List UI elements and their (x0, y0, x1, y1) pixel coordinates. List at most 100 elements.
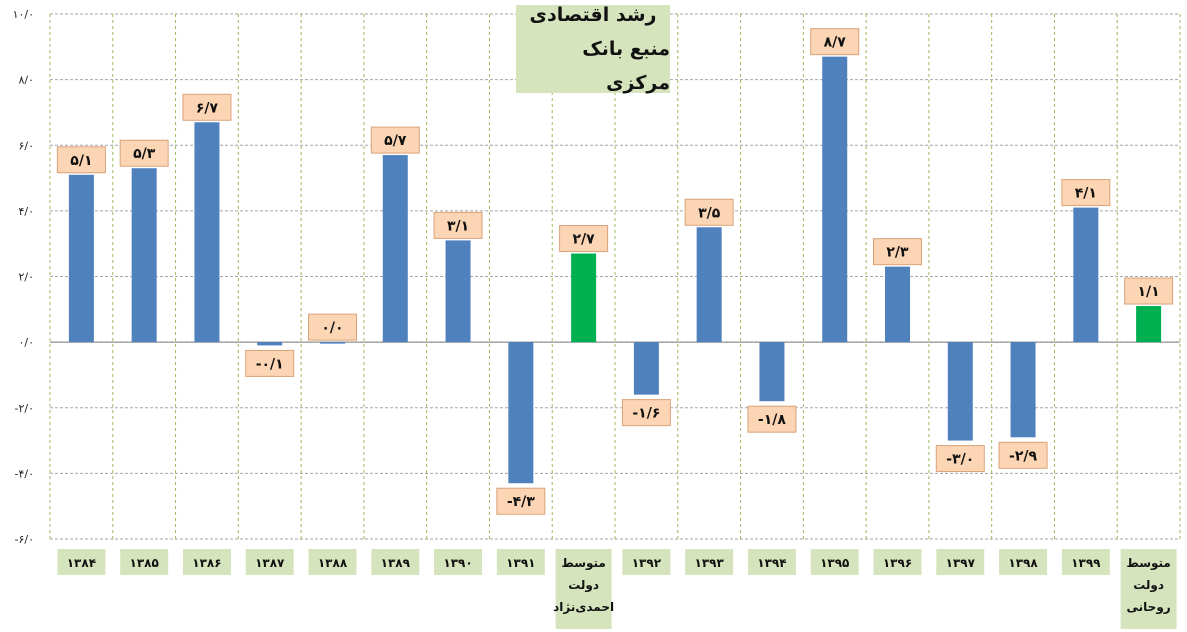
bar (1010, 342, 1036, 438)
y-tick-label: -۶/۰ (15, 533, 35, 546)
data-label-box (245, 349, 295, 377)
data-label: -۱/۶ (632, 406, 660, 422)
bar (445, 240, 471, 343)
data-label: -۲/۹ (1009, 448, 1037, 464)
data-label-box (747, 405, 797, 433)
bar (194, 122, 220, 343)
category-label: ۱۳۸۸ (318, 556, 348, 570)
category-label: دولت (568, 578, 599, 593)
category-label-box (1061, 549, 1110, 575)
bar (382, 155, 408, 343)
data-label: ۵/۱ (70, 153, 92, 169)
data-label-box (1124, 277, 1174, 305)
category-label: ۱۳۹۲ (632, 556, 662, 570)
category-label: ۱۳۸۶ (192, 556, 221, 570)
category-label: متوسط (561, 556, 606, 571)
y-tick-label: ۶/۰ (18, 139, 34, 152)
bar (571, 253, 597, 343)
category-label: ۱۳۹۷ (946, 556, 976, 570)
category-label: ۱۳۸۵ (130, 556, 159, 570)
category-label-box (999, 549, 1048, 575)
data-label-box (873, 238, 922, 266)
y-tick-label: -۲/۰ (15, 402, 35, 415)
category-label: احمدی‌نژاد (553, 600, 614, 614)
data-label-box (684, 198, 734, 226)
data-label-box (559, 225, 609, 253)
category-label: ۱۳۹۰ (443, 556, 472, 570)
bar (320, 342, 345, 344)
y-tick-label: ۸/۰ (18, 74, 34, 87)
y-tick-label: ۲/۰ (18, 271, 34, 284)
data-label: -۳/۰ (946, 452, 974, 468)
category-label-box (245, 549, 294, 575)
data-label: ۲/۷ (573, 232, 596, 248)
bar (257, 342, 283, 346)
data-label-box (182, 93, 232, 121)
y-tick-label: ۱۰/۰ (13, 8, 34, 21)
category-label-box (57, 549, 106, 575)
data-label-box (370, 126, 420, 154)
bar (131, 168, 157, 343)
category-label: ۱۳۹۸ (1008, 556, 1038, 570)
data-label: ۸/۷ (824, 35, 847, 51)
data-label: ۳/۱ (447, 218, 469, 234)
category-label: دولت (1133, 578, 1164, 593)
y-tick-label: ۴/۰ (18, 205, 34, 218)
chart-subtitle: منبع بانک مرکزی (582, 38, 670, 94)
bar (759, 342, 785, 402)
y-tick-label: ۰/۰ (18, 336, 34, 349)
data-label-box (496, 487, 546, 515)
data-label: ۴/۱ (1075, 186, 1097, 202)
data-label: ۵/۳ (133, 146, 156, 162)
data-label-box (1061, 179, 1111, 207)
bar (885, 266, 910, 343)
data-label-box (119, 139, 169, 167)
category-label-box (1120, 549, 1177, 629)
category-label: ۱۳۸۴ (67, 556, 96, 570)
data-label-box (810, 28, 860, 56)
category-label: ۱۳۸۹ (381, 556, 411, 570)
data-label: -۴/۳ (507, 494, 535, 510)
chart-title: رشد اقتصادی (529, 4, 657, 26)
category-label-box (496, 549, 545, 575)
category-label-box (182, 549, 231, 575)
data-label: -۱/۸ (758, 412, 786, 428)
y-tick-label: -۴/۰ (15, 467, 35, 480)
bar (822, 56, 848, 343)
category-label-box (936, 549, 985, 575)
category-label: روحانی (1127, 600, 1171, 615)
category-label: ۱۳۸۷ (255, 556, 285, 570)
bar (508, 342, 534, 484)
category-label-box (810, 549, 859, 575)
category-label: ۱۳۹۵ (820, 556, 849, 570)
category-label-box (120, 549, 169, 575)
category-label: ۱۳۹۳ (695, 556, 725, 570)
data-label: ۶/۷ (196, 100, 219, 116)
data-label-box (56, 146, 106, 174)
data-label: -۰/۱ (256, 356, 284, 372)
category-label-box (622, 549, 671, 575)
category-label-box (308, 549, 357, 575)
category-label: ۱۳۹۴ (757, 556, 786, 570)
category-label-box (747, 549, 796, 575)
data-label: ۰/۰ (321, 320, 343, 336)
category-label-box (434, 549, 483, 575)
category-label-box (873, 549, 922, 575)
data-label-box (935, 445, 985, 473)
data-label-box (998, 441, 1048, 469)
chart-title-box: رشد اقتصادی منبع بانک مرکزی (516, 4, 670, 94)
data-label-box (433, 211, 483, 239)
bar (633, 342, 659, 395)
bar (68, 174, 94, 343)
data-label: ۲/۳ (886, 245, 909, 261)
data-label-box (621, 399, 671, 427)
data-label-box (308, 313, 357, 341)
bar (1136, 306, 1162, 343)
category-label: متوسط (1126, 556, 1171, 571)
category-label: ۱۳۹۱ (506, 556, 535, 570)
category-label: ۱۳۹۹ (1071, 556, 1101, 570)
bar (1073, 207, 1099, 343)
bar (947, 342, 973, 441)
data-label: ۵/۷ (384, 133, 407, 149)
